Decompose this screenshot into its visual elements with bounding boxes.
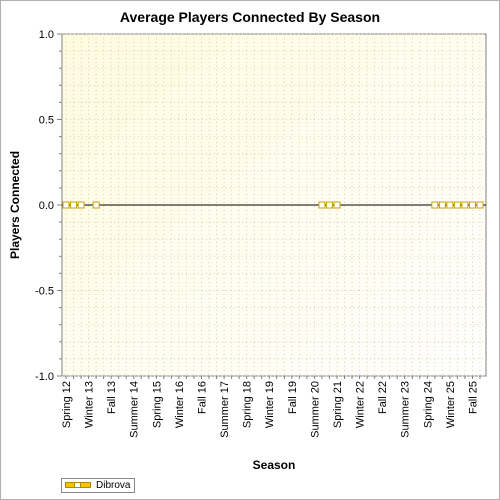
y-tick-label: 0.5 — [39, 115, 54, 127]
x-tick-label: Winter 22 — [355, 381, 367, 428]
data-point — [468, 201, 476, 209]
x-tick-label: Spring 12 — [61, 381, 73, 428]
x-tick-label: Fall 16 — [196, 381, 208, 414]
x-tick-label: Fall 22 — [377, 381, 389, 414]
y-tick-label: 0.0 — [39, 200, 54, 212]
grid-lines — [62, 33, 486, 377]
data-point — [453, 201, 461, 209]
data-point — [438, 201, 446, 209]
x-tick-label: Summer 23 — [400, 381, 412, 438]
data-point — [92, 201, 100, 209]
legend: Dibrova — [61, 478, 136, 493]
y-tick-label: -1.0 — [35, 371, 54, 383]
data-point — [431, 201, 439, 209]
x-axis-label: Season — [253, 458, 296, 472]
x-tick-label: Spring 18 — [242, 381, 254, 428]
data-point — [62, 201, 70, 209]
series-dibrova — [62, 201, 484, 209]
x-tick-label: Summer 14 — [129, 381, 141, 438]
x-tick-label: Spring 24 — [422, 381, 434, 428]
data-point — [318, 201, 326, 209]
x-tick-label: Fall 25 — [467, 381, 479, 414]
data-point — [70, 201, 78, 209]
x-tick-label: Winter 13 — [84, 381, 96, 428]
chart-title: Average Players Connected By Season — [120, 9, 380, 25]
data-point — [446, 201, 454, 209]
y-tick-label: 1.0 — [39, 29, 54, 41]
y-tick-label: -0.5 — [35, 286, 54, 298]
data-point — [476, 201, 484, 209]
x-tick-label: Winter 16 — [174, 381, 186, 428]
legend-swatch-icon — [65, 481, 91, 490]
y-axis-label: Players Connected — [8, 151, 22, 259]
data-point — [461, 201, 469, 209]
x-tick-label: Summer 17 — [219, 381, 231, 438]
legend-label: Dibrova — [96, 480, 131, 491]
x-tick-label: Winter 19 — [264, 381, 276, 428]
x-tick-label: Summer 20 — [309, 381, 321, 438]
x-tick-label: Fall 19 — [287, 381, 299, 414]
y-axis: 1.0 0.5 0.0 -0.5 -1.0 — [35, 29, 62, 383]
x-tick-label: Fall 13 — [106, 381, 118, 414]
data-point — [333, 201, 341, 209]
data-point — [325, 201, 333, 209]
x-tick-label: Spring 15 — [151, 381, 163, 428]
x-axis: Spring 12 Winter 13 Fall 13 Summer 14 Spring… — [61, 376, 481, 438]
data-point — [77, 201, 85, 209]
x-tick-label: Spring 21 — [332, 381, 344, 428]
x-tick-label: Winter 25 — [445, 381, 457, 428]
